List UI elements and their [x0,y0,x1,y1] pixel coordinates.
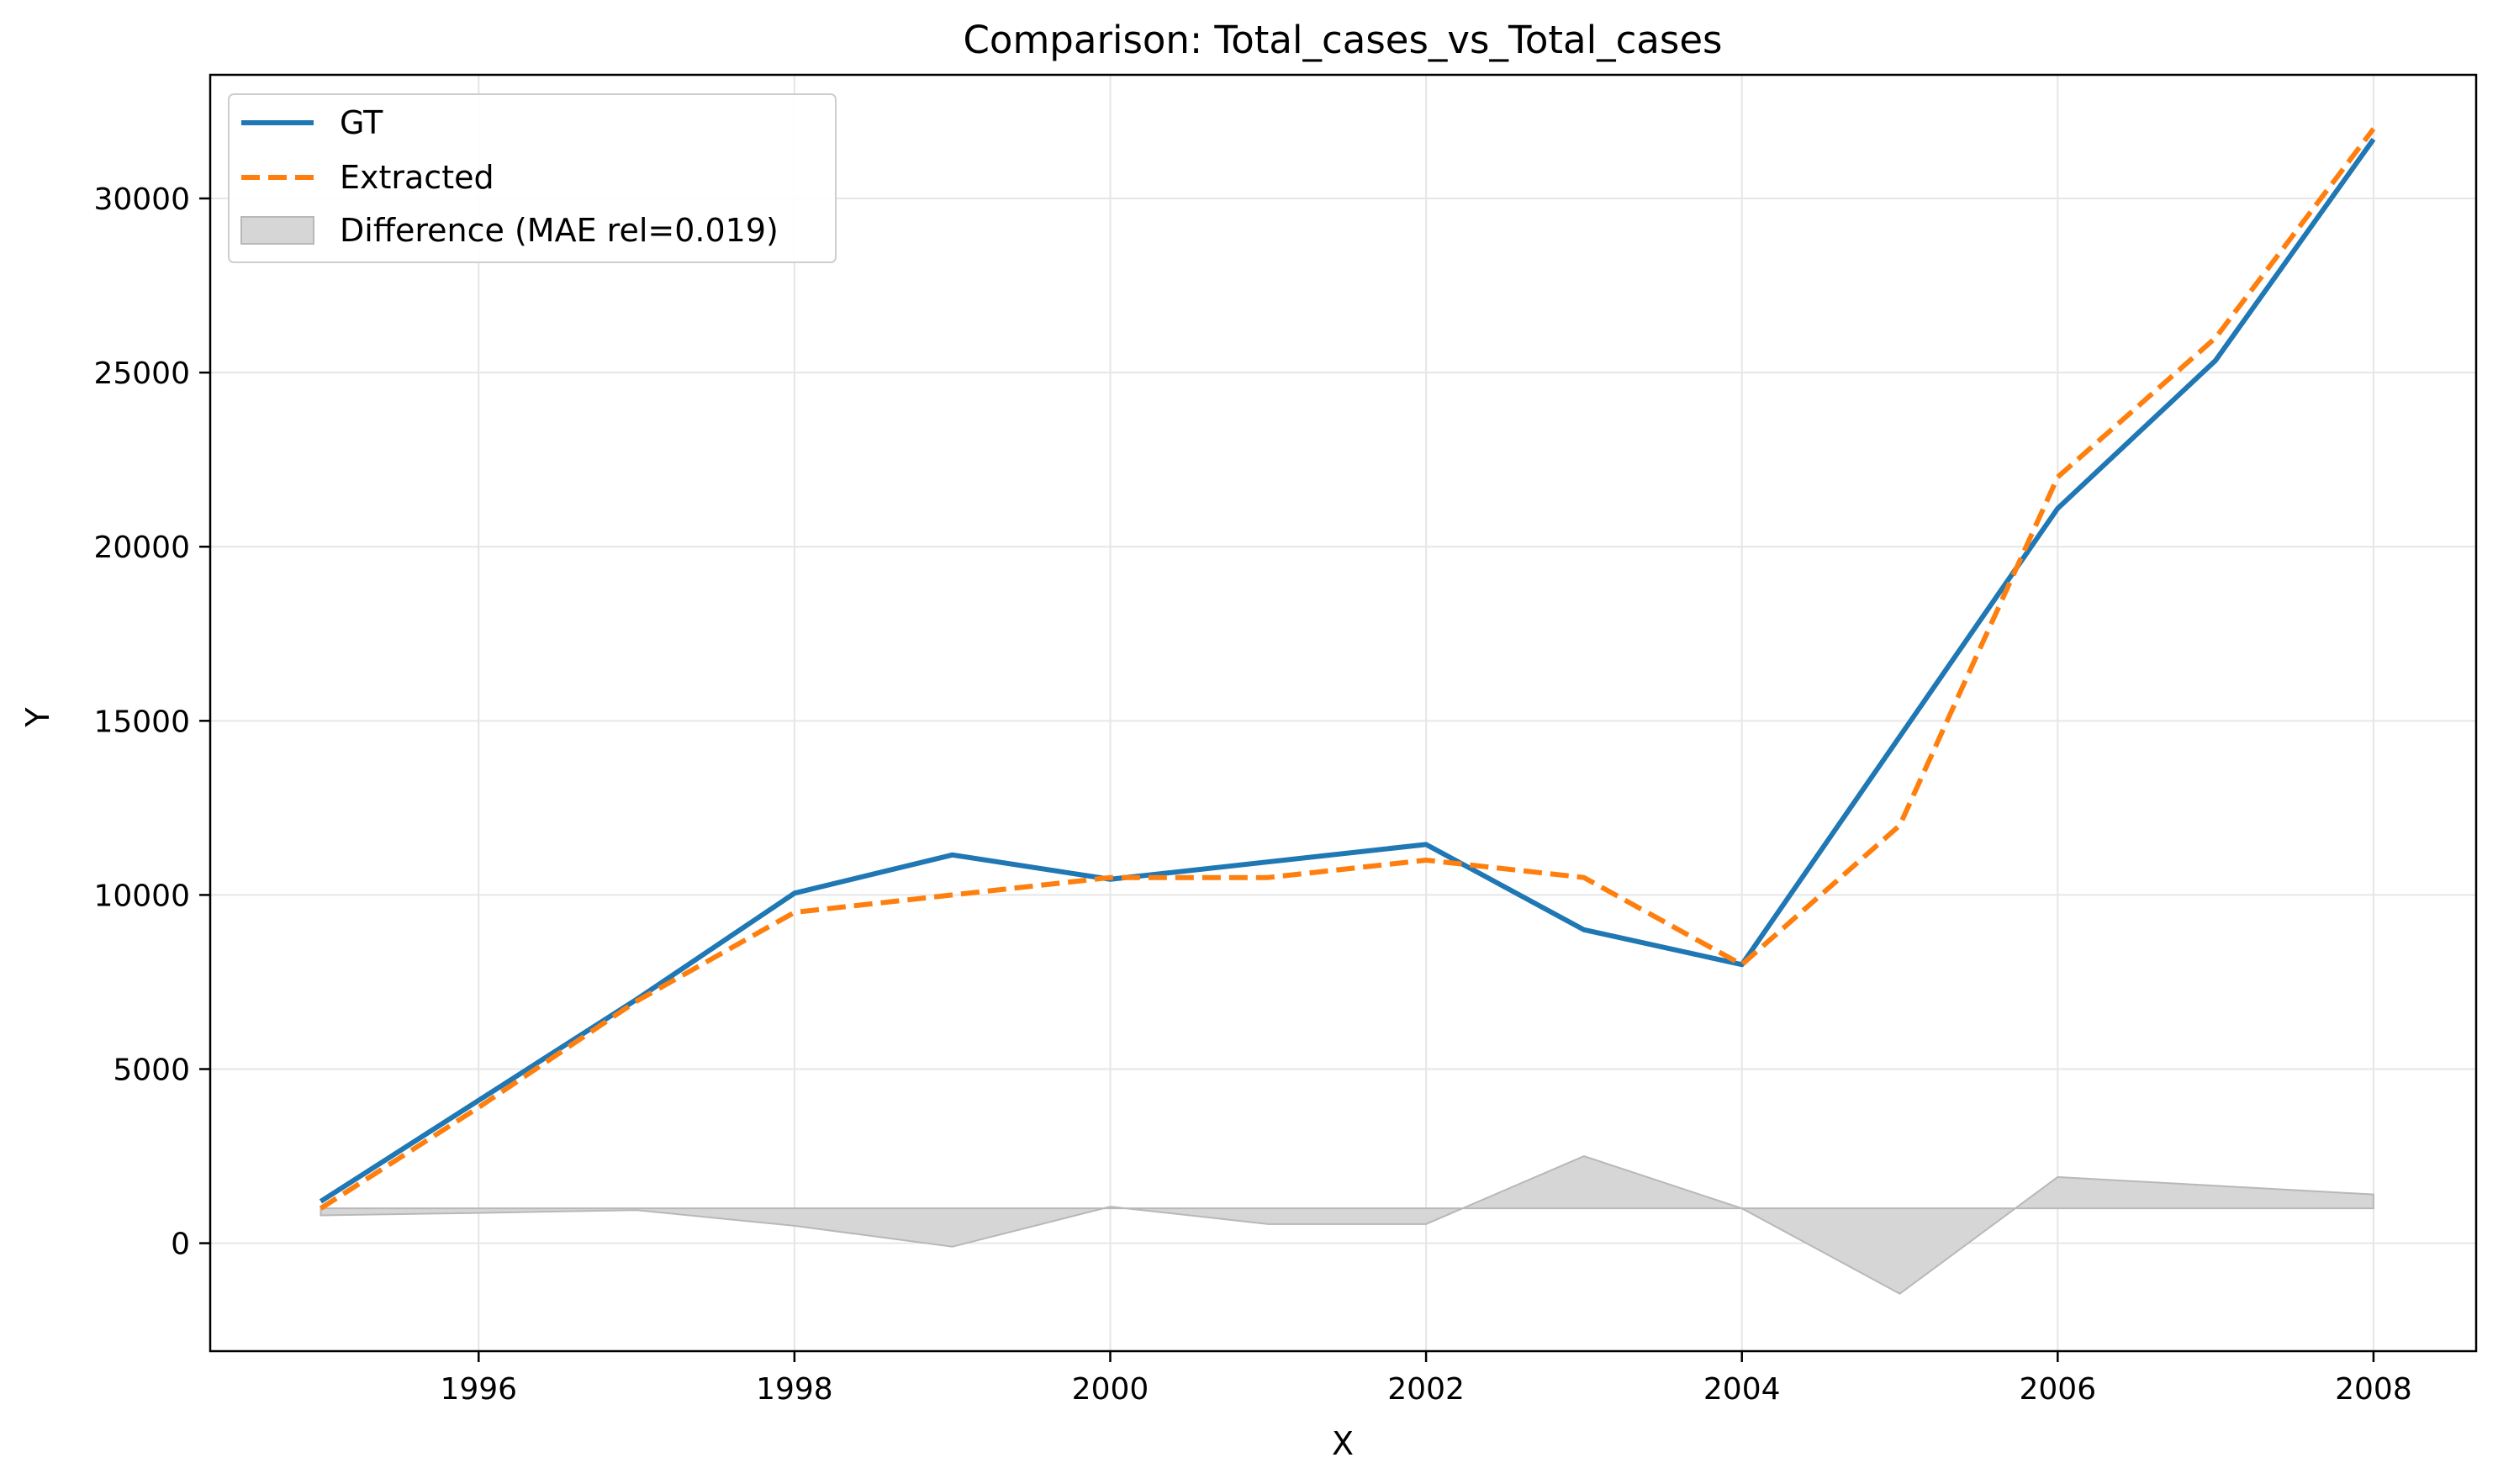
x-tick-label: 2008 [2335,1372,2412,1407]
legend-gt-label: GT [340,104,383,141]
y-axis-label: Y [19,707,56,728]
legend-difference-swatch [240,216,314,245]
y-tick-label: 30000 [93,182,190,217]
difference-area-layer [320,1154,2374,1295]
y-axis-ticks: 0 5000 10000 15000 20000 25000 30000 [93,182,210,1262]
x-axis-label: X [1332,1425,1354,1462]
y-tick-label: 0 [171,1228,190,1262]
y-tick-label: 25000 [93,356,190,391]
axes [209,73,2478,1353]
y-tick-label: 5000 [113,1054,190,1088]
x-tick-label: 2002 [1387,1372,1465,1407]
difference-area [320,1154,2374,1295]
x-tick-label: 1998 [756,1372,833,1407]
y-tick-label: 15000 [93,705,190,739]
x-tick-label: 2004 [1703,1372,1781,1407]
chart-title: Comparison: Total_cases_vs_Total_cases [964,18,1723,62]
x-tick-label: 2006 [2020,1372,2097,1407]
grid [210,75,2476,1351]
y-tick-label: 10000 [93,879,190,913]
legend-box [228,93,837,263]
legend-extracted-label: Extracted [340,159,494,196]
legend-difference-label: Difference (MAE rel=0.019) [340,212,779,249]
series-line-extracted [319,127,2376,1211]
x-tick-label: 1996 [440,1372,517,1407]
x-axis-ticks: 1996 1998 2000 2002 2004 2006 2008 [440,1351,2412,1407]
x-tick-label: 2000 [1072,1372,1149,1407]
y-tick-label: 20000 [93,531,190,565]
plot-frame [209,73,2478,1353]
series-layer [319,127,2376,1211]
series-line-gt [319,137,2376,1204]
legend: GT Extracted Difference (MAE rel=0.019) [228,93,837,263]
